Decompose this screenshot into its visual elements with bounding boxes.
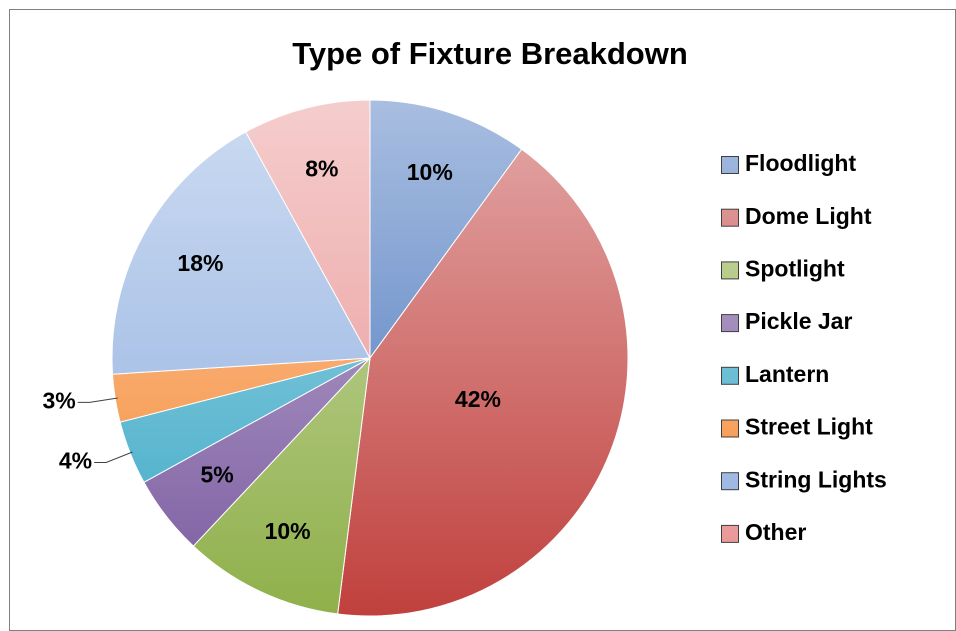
legend-label: Floodlight xyxy=(745,150,856,176)
leader-line xyxy=(94,451,133,463)
pie-slice xyxy=(369,99,523,360)
legend-swatch xyxy=(721,472,739,491)
pie-slice xyxy=(111,131,371,375)
legend-label: Dome Light xyxy=(745,203,872,229)
legend-swatch xyxy=(721,156,739,174)
legend-swatch xyxy=(721,208,739,227)
pie-slice xyxy=(245,99,371,359)
data-label: 18% xyxy=(177,250,223,276)
legend-label: Other xyxy=(745,519,806,545)
data-label: 42% xyxy=(455,386,501,412)
data-label: 10% xyxy=(407,159,453,185)
pie-slice xyxy=(337,148,629,617)
legend-swatch xyxy=(721,261,739,280)
data-label: 4% xyxy=(59,448,92,474)
legend-swatch xyxy=(721,419,739,438)
data-label: 8% xyxy=(305,156,338,182)
data-label: 5% xyxy=(200,462,233,488)
legend-label: Lantern xyxy=(745,361,829,387)
legend-label: Spotlight xyxy=(745,255,845,281)
leader-line xyxy=(77,397,118,403)
legend-label: Street Light xyxy=(745,414,873,440)
legend-swatch xyxy=(721,314,739,333)
legend-swatch xyxy=(721,524,739,543)
chart-title: Type of Fixture Breakdown xyxy=(292,36,688,71)
legend-label: Pickle Jar xyxy=(745,308,852,334)
legend-swatch xyxy=(721,366,739,385)
pie-slice xyxy=(192,356,371,615)
data-label: 10% xyxy=(265,518,311,544)
data-label: 3% xyxy=(42,387,75,413)
legend-label: String Lights xyxy=(745,466,887,492)
